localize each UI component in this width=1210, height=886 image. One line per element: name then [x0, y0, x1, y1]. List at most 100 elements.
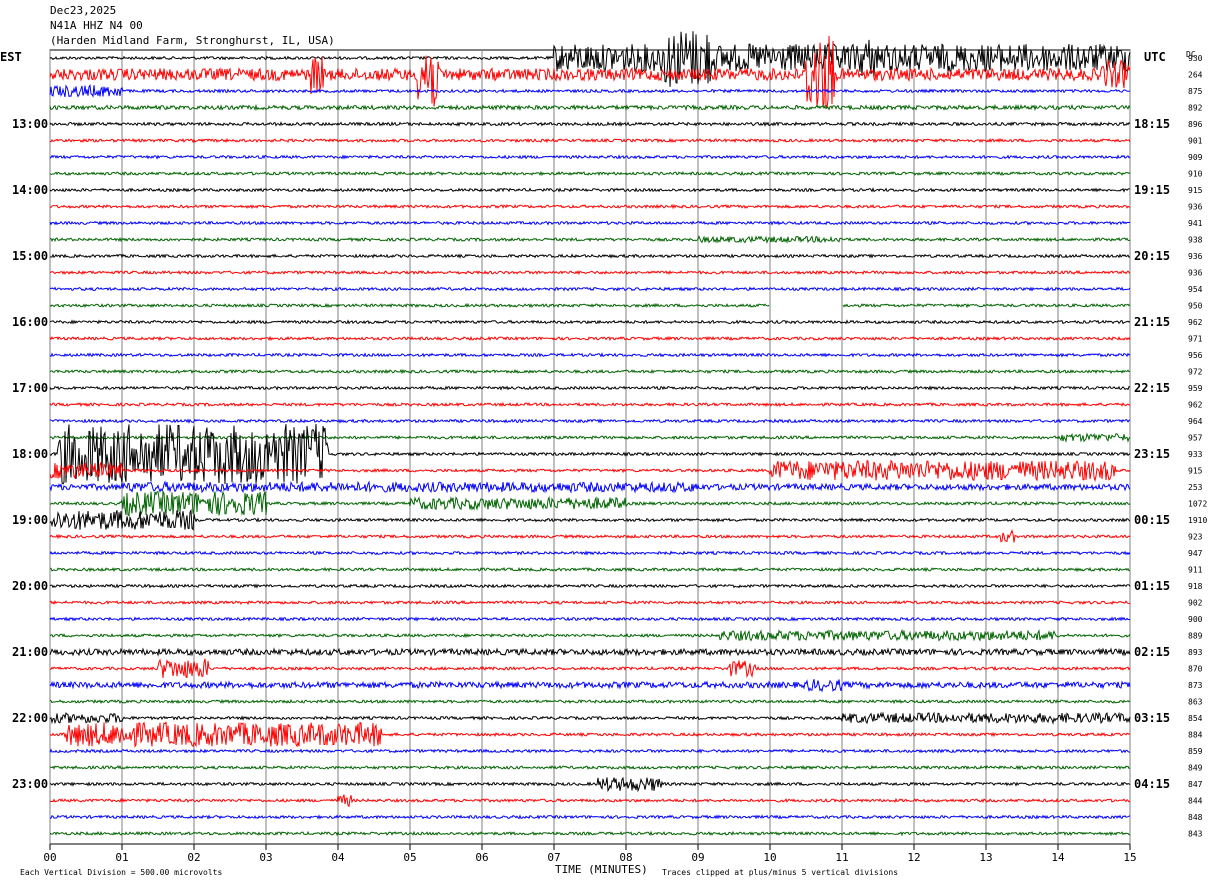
- scale-note: Each Vertical Division = 500.00 microvol…: [20, 868, 222, 877]
- dc-offset-value: 854: [1188, 714, 1203, 723]
- trace-line: [49, 269, 1131, 276]
- dc-offset-value: 930: [1188, 54, 1203, 63]
- right-time-label: 20:15: [1134, 249, 1170, 263]
- dc-offset-value: 902: [1188, 599, 1203, 608]
- x-tick-label: 15: [1123, 851, 1136, 864]
- dc-offset-value: 892: [1188, 104, 1203, 113]
- trace-line: [49, 286, 1131, 292]
- dc-offset-value: 901: [1188, 137, 1203, 146]
- dc-offset-value: 848: [1188, 813, 1203, 822]
- trace-line: [49, 170, 1131, 177]
- trace-line: [49, 550, 1131, 556]
- header-date: Dec23,2025: [50, 4, 117, 17]
- dc-offset-value: 957: [1188, 434, 1203, 443]
- right-time-label: 01:15: [1134, 579, 1170, 593]
- left-time-label: 21:00: [12, 645, 48, 659]
- dc-offset-value: 889: [1188, 632, 1203, 641]
- x-tick-label: 06: [475, 851, 488, 864]
- dc-offset-value: 1910: [1188, 516, 1207, 525]
- dc-offset-value: 859: [1188, 747, 1203, 756]
- trace-line: [49, 137, 1131, 144]
- trace-line: [49, 253, 1131, 259]
- x-tick-label: 12: [907, 851, 920, 864]
- dc-offset-value: 911: [1188, 566, 1203, 575]
- left-time-label: 23:00: [12, 777, 48, 791]
- trace-line: [49, 721, 1131, 748]
- trace-line: [49, 319, 1131, 325]
- dc-offset-value: 915: [1188, 467, 1203, 476]
- trace-line: [49, 679, 1131, 693]
- clip-note: Traces clipped at plus/minus 5 vertical …: [662, 868, 898, 877]
- dc-offset-value: 909: [1188, 153, 1203, 162]
- x-tick-label: 01: [115, 851, 128, 864]
- left-time-label: 17:00: [12, 381, 48, 395]
- trace-line: [49, 529, 1131, 543]
- right-time-label: 19:15: [1134, 183, 1170, 197]
- right-time-label: 02:15: [1134, 645, 1170, 659]
- dc-offset-value: 950: [1188, 302, 1203, 311]
- dc-offset-labels: 930 264 875 892 896 901 909 910 915 936 941 938 936 9…: [1188, 54, 1207, 839]
- header-location: (Harden Midland Farm, Stronghurst, IL, U…: [50, 34, 335, 47]
- x-tick-label: 13: [979, 851, 992, 864]
- left-time-label: 13:00: [12, 117, 48, 131]
- dc-offset-value: 936: [1188, 269, 1203, 278]
- trace-line: [49, 235, 1131, 245]
- dc-offset-value: 956: [1188, 351, 1203, 360]
- dc-offset-value: 847: [1188, 780, 1203, 789]
- dc-offset-value: 936: [1188, 252, 1203, 261]
- x-tick-label: 10: [763, 851, 776, 864]
- dc-offset-value: 843: [1188, 830, 1203, 839]
- x-tick-label: 09: [691, 851, 704, 864]
- trace-line: [49, 647, 1131, 657]
- x-tick-label: 11: [835, 851, 848, 864]
- est-label: EST: [0, 50, 22, 64]
- trace-line: [49, 84, 1131, 98]
- traces: [49, 31, 1131, 837]
- x-tick-label: 04: [331, 851, 345, 864]
- dc-offset-value: 964: [1188, 417, 1203, 426]
- dc-offset-value: 915: [1188, 186, 1203, 195]
- trace-line: [49, 121, 1131, 127]
- x-tick-label: 07: [547, 851, 560, 864]
- trace-line: [49, 154, 1131, 160]
- left-time-label: 14:00: [12, 183, 48, 197]
- dc-offset-value: 893: [1188, 648, 1203, 657]
- trace-line: [49, 187, 1130, 193]
- dc-offset-value: 938: [1188, 236, 1203, 245]
- right-time-labels: 18:15 19:15 20:15 21:15 22:15 23:15 00:15 01:15…: [1134, 117, 1170, 791]
- right-time-label: 18:15: [1134, 117, 1170, 131]
- dc-offset-value: 962: [1188, 401, 1203, 410]
- dc-offset-value: 972: [1188, 368, 1203, 377]
- x-tick-label: 03: [259, 851, 272, 864]
- trace-line: [49, 599, 1131, 606]
- right-time-label: 00:15: [1134, 513, 1170, 527]
- plot-frame: [49, 49, 1131, 845]
- dc-offset-value: 936: [1188, 203, 1203, 212]
- right-time-label: 04:15: [1134, 777, 1170, 791]
- trace-line: [49, 385, 1131, 391]
- dc-offset-value: 863: [1188, 698, 1203, 707]
- trace-line: [49, 203, 1131, 210]
- dc-offset-value: 959: [1188, 384, 1203, 393]
- grid: [49, 50, 1131, 844]
- right-time-label: 22:15: [1134, 381, 1170, 395]
- trace-line: [49, 508, 1131, 531]
- dc-offset-value: 896: [1188, 120, 1203, 129]
- x-tick-label: 02: [187, 851, 200, 864]
- dc-offset-value: 844: [1188, 797, 1203, 806]
- dc-offset-value: 253: [1188, 483, 1203, 492]
- trace-line: [49, 352, 1131, 358]
- x-tick-label: 08: [619, 851, 632, 864]
- dc-offset-value: 971: [1188, 335, 1203, 344]
- dc-offset-value: 875: [1188, 87, 1203, 96]
- trace-line: [49, 748, 1131, 754]
- trace-line: [49, 711, 1131, 725]
- dc-label: DC: [1186, 50, 1196, 59]
- dc-offset-value: 264: [1188, 71, 1203, 80]
- dc-offset-value: 884: [1188, 731, 1203, 740]
- dc-offset-value: 933: [1188, 450, 1203, 459]
- dc-offset-value: 923: [1188, 533, 1203, 542]
- trace-line: [49, 814, 1131, 820]
- trace-line: [49, 698, 1131, 705]
- trace-line: [49, 418, 1131, 424]
